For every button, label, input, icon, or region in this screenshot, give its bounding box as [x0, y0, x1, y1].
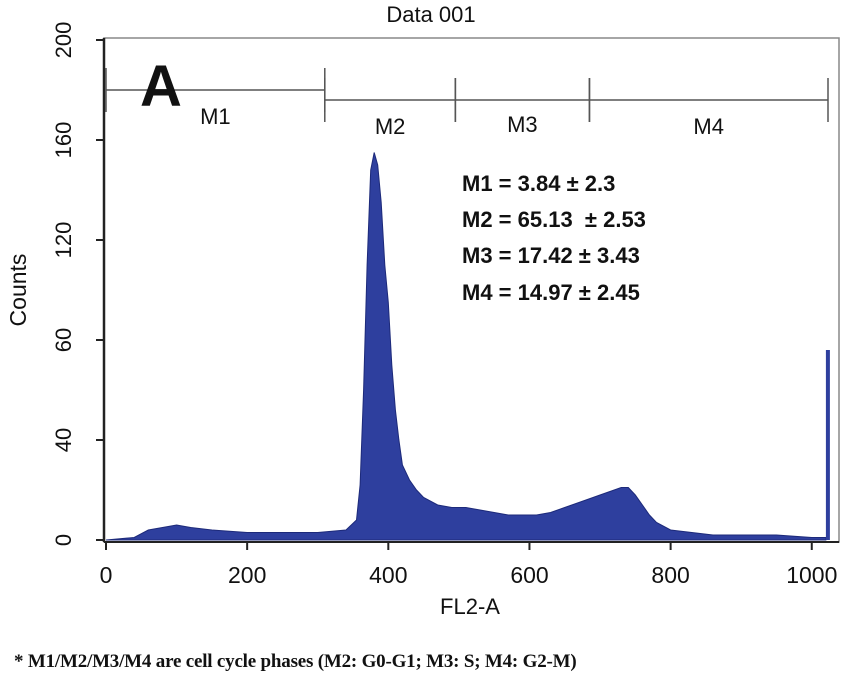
x-tick-label: 800 — [651, 562, 689, 588]
y-tick-label: 120 — [51, 222, 76, 259]
histogram-area — [105, 152, 827, 541]
figure-caption: * M1/M2/M3/M4 are cell cycle phases (M2:… — [14, 651, 577, 672]
annotation-m1: M1 = 3.84 ± 2.3 — [462, 171, 615, 196]
annotation-m3: M3 = 17.42 ± 3.43 — [462, 243, 640, 268]
annotation-m4: M4 = 14.97 ± 2.45 — [462, 280, 640, 305]
chart-title: Data 001 — [386, 2, 475, 27]
y-axis-label: Counts — [5, 254, 31, 327]
y-tick-label: 200 — [51, 22, 76, 59]
x-tick-label: 1000 — [786, 562, 837, 588]
x-tick-label: 200 — [228, 562, 266, 588]
gate-label-m3: M3 — [507, 112, 538, 137]
x-tick-label: 600 — [510, 562, 548, 588]
annotation-m2: M2 = 65.13 ± 2.53 — [462, 207, 646, 232]
panel-label: A — [140, 54, 182, 119]
y-tick-label: 60 — [51, 328, 76, 352]
gate-label-m4: M4 — [693, 114, 724, 139]
y-ticks: 0 40 60 120 160 200 — [51, 22, 104, 546]
x-ticks: 0 200 400 600 800 1000 — [100, 542, 837, 588]
edge-bar — [825, 350, 830, 540]
x-tick-label: 0 — [100, 562, 113, 588]
histogram-chart: Data 001 M1 M2 M3 M4 0 40 60 120 160 200 0 200 400… — [5, 2, 840, 619]
x-tick-label: 400 — [369, 562, 407, 588]
y-tick-label: 40 — [51, 428, 76, 452]
gate-layer: M1 M2 M3 M4 — [105, 68, 829, 139]
y-tick-label: 160 — [51, 122, 76, 159]
plot-frame — [103, 37, 840, 543]
x-axis-label: FL2-A — [440, 594, 500, 619]
stats-annotations: M1 = 3.84 ± 2.3 M2 = 65.13 ± 2.53 M3 = 1… — [462, 171, 646, 305]
gate-label-m1: M1 — [200, 104, 231, 129]
histogram-layer — [105, 152, 830, 541]
y-tick-label: 0 — [51, 534, 76, 546]
gate-label-m2: M2 — [375, 114, 406, 139]
